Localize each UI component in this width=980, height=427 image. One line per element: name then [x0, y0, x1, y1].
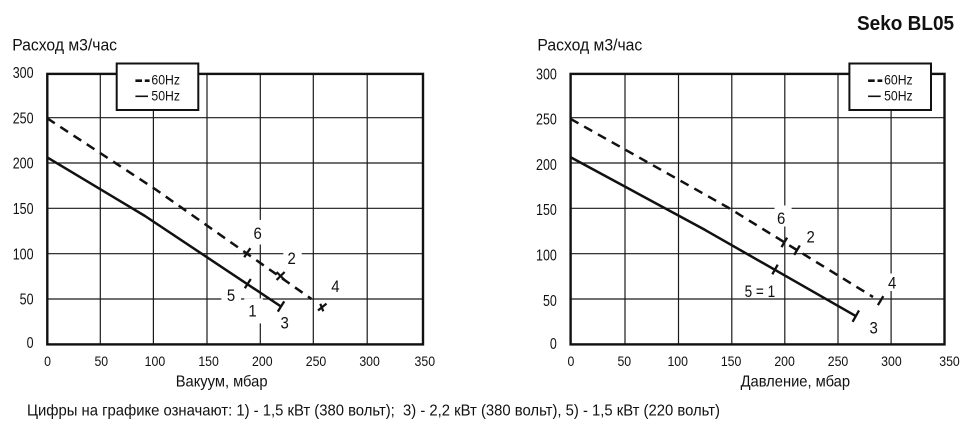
svg-text:2: 2: [807, 229, 815, 247]
svg-text:0: 0: [44, 353, 51, 369]
svg-text:300: 300: [359, 353, 380, 369]
svg-text:50Hz: 50Hz: [884, 88, 913, 104]
svg-text:150: 150: [721, 353, 742, 369]
svg-text:200: 200: [252, 353, 273, 369]
svg-text:Расход м3/час: Расход м3/час: [12, 36, 117, 55]
svg-text:6: 6: [253, 225, 261, 243]
svg-text:300: 300: [536, 66, 557, 84]
svg-text:200: 200: [13, 155, 34, 173]
svg-text:250: 250: [13, 110, 34, 128]
svg-text:250: 250: [828, 353, 849, 369]
svg-text:3: 3: [869, 319, 877, 337]
svg-text:0: 0: [550, 336, 557, 354]
svg-text:50: 50: [617, 353, 631, 369]
svg-text:250: 250: [536, 111, 557, 129]
svg-text:350: 350: [939, 353, 960, 369]
svg-text:4: 4: [888, 274, 896, 292]
svg-text:250: 250: [306, 353, 327, 369]
svg-text:50: 50: [543, 292, 557, 310]
svg-text:100: 100: [13, 246, 34, 264]
svg-text:50Hz: 50Hz: [151, 88, 180, 104]
svg-text:300: 300: [881, 353, 902, 369]
svg-text:Seko BL05: Seko BL05: [857, 13, 954, 36]
svg-text:2: 2: [287, 250, 295, 268]
svg-text:350: 350: [415, 353, 436, 369]
svg-text:300: 300: [13, 65, 34, 83]
svg-text:Расход м3/час: Расход м3/час: [537, 36, 642, 55]
svg-text:4: 4: [331, 278, 339, 296]
svg-text:1: 1: [248, 303, 256, 321]
svg-text:Цифры на графике означают: 1): Цифры на графике означают: 1) - 1,5 кВт …: [27, 402, 720, 420]
svg-text:50: 50: [20, 291, 34, 309]
svg-text:5: 5: [227, 287, 235, 305]
svg-text:5 = 1: 5 = 1: [745, 282, 776, 301]
svg-text:0: 0: [27, 335, 34, 353]
svg-text:200: 200: [536, 156, 557, 174]
svg-text:Вакуум, мбар: Вакуум, мбар: [176, 373, 268, 391]
svg-text:60Hz: 60Hz: [884, 72, 913, 88]
svg-text:50: 50: [94, 353, 108, 369]
svg-text:200: 200: [774, 353, 795, 369]
svg-text:150: 150: [13, 201, 34, 219]
svg-text:3: 3: [280, 315, 288, 333]
svg-text:100: 100: [145, 353, 166, 369]
svg-text:100: 100: [536, 247, 557, 265]
svg-text:150: 150: [536, 202, 557, 220]
svg-text:6: 6: [777, 210, 785, 228]
svg-text:Давление, мбар: Давление, мбар: [741, 373, 850, 391]
svg-text:60Hz: 60Hz: [151, 72, 180, 88]
svg-text:150: 150: [198, 353, 219, 369]
svg-text:100: 100: [667, 353, 688, 369]
svg-text:0: 0: [567, 353, 574, 369]
